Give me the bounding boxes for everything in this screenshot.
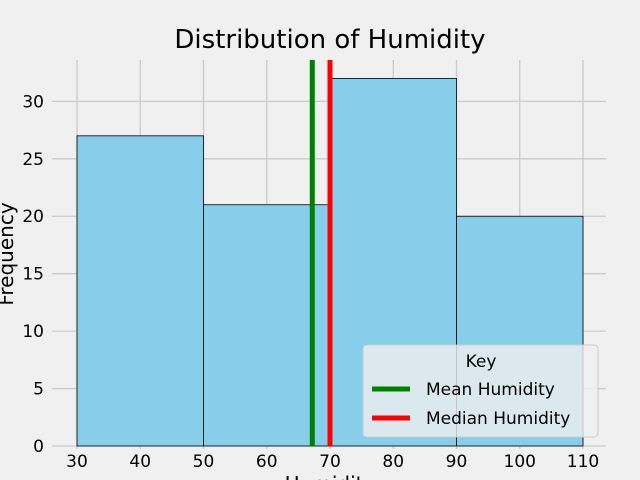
y-axis-label: Frequency [0,202,18,305]
y-tick-label: 10 [22,322,44,342]
chart-title: Distribution of Humidity [174,25,485,55]
histogram-bar [76,135,204,447]
legend-label-mean: Mean Humidity [426,380,555,400]
x-axis-label: Humidity [285,472,376,480]
tick-labels: 30 40 50 60 70 80 90 100 110 0 5 10 15 20 25 30 [22,92,599,472]
x-tick-label: 50 [193,452,215,472]
legend-box [362,344,599,438]
y-tick-label: 20 [22,207,44,227]
histogram-bar [203,204,331,447]
y-tick-label: 30 [22,92,44,112]
x-tick-label: 60 [256,452,278,472]
y-tick-label: 25 [22,150,44,170]
x-tick-label: 30 [66,452,88,472]
y-tick-label: 0 [33,437,44,457]
legend-title: Key [466,352,497,372]
x-tick-label: 90 [446,452,468,472]
x-tick-label: 100 [504,452,536,472]
x-tick-label: 80 [382,452,404,472]
x-tick-label: 70 [319,452,341,472]
x-tick-label: 40 [129,452,151,472]
y-tick-label: 5 [33,380,44,400]
reference-lines [309,60,333,446]
y-tick-label: 15 [22,265,44,285]
legend: Key Mean Humidity Median Humidity [362,344,599,438]
legend-label-median: Median Humidity [426,409,570,429]
x-tick-label: 110 [567,452,599,472]
